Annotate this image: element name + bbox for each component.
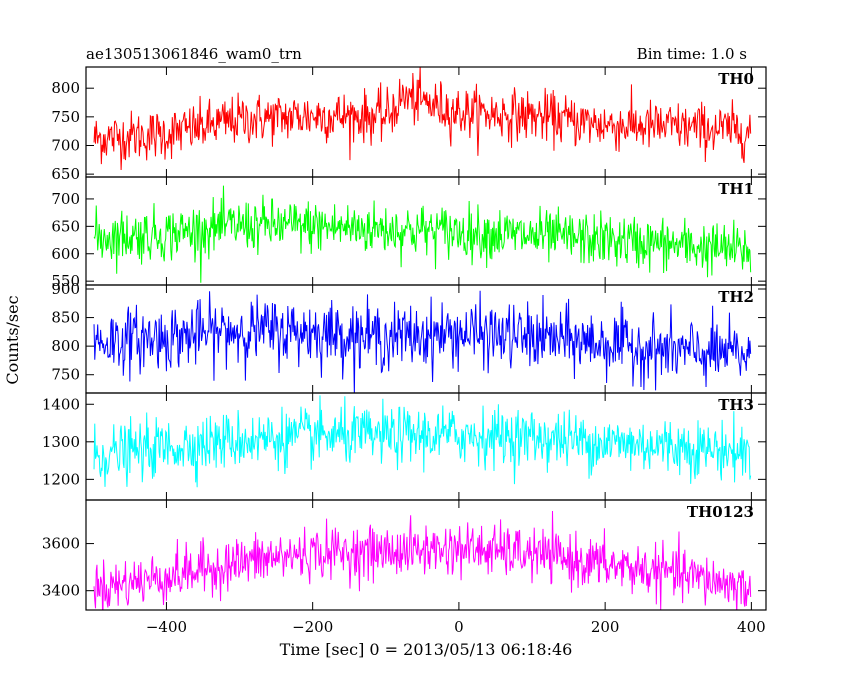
ytick-label-th2: 900 xyxy=(51,280,80,298)
ytick-label-th0123: 3400 xyxy=(42,582,80,600)
series-th3 xyxy=(93,395,752,488)
xtick-label: 0 xyxy=(454,618,464,636)
panel-label-th0123: TH0123 xyxy=(687,503,754,521)
y-axis-label: Counts/sec xyxy=(3,295,22,384)
ytick-label-th0: 800 xyxy=(51,79,80,97)
ytick-label-th1: 700 xyxy=(51,190,80,208)
panel-label-th2: TH2 xyxy=(718,288,754,306)
series-th1 xyxy=(93,185,752,283)
xtick-label: 200 xyxy=(591,618,620,636)
series-th0 xyxy=(93,67,752,170)
panel-label-th1: TH1 xyxy=(718,180,754,198)
panel-label-th3: TH3 xyxy=(718,396,754,414)
chart-title: ae130513061846_wam0_trn xyxy=(86,45,302,63)
panel-label-th0: TH0 xyxy=(718,70,754,88)
xtick-label: −200 xyxy=(292,618,333,636)
ytick-label-th3: 1300 xyxy=(42,433,80,451)
ytick-label-th2: 800 xyxy=(51,337,80,355)
ytick-label-th2: 750 xyxy=(51,366,80,384)
ytick-label-th1: 600 xyxy=(51,245,80,263)
ytick-label-th0123: 3600 xyxy=(42,535,80,553)
ytick-label-th2: 850 xyxy=(51,309,80,327)
xtick-label: −400 xyxy=(146,618,187,636)
ytick-label-th0: 700 xyxy=(51,136,80,154)
bin-time-label: Bin time: 1.0 s xyxy=(636,45,747,63)
panel-frame-th0123 xyxy=(85,499,767,611)
ytick-label-th0: 750 xyxy=(51,108,80,126)
ytick-label-th0: 650 xyxy=(51,165,80,183)
x-axis-label: Time [sec] 0 = 2013/05/13 06:18:46 xyxy=(280,640,573,659)
ytick-label-th3: 1400 xyxy=(42,395,80,413)
ytick-label-th3: 1200 xyxy=(42,470,80,488)
series-th2 xyxy=(93,290,752,393)
series-th0123 xyxy=(93,510,752,610)
ytick-label-th1: 650 xyxy=(51,217,80,235)
xtick-label: 400 xyxy=(737,618,766,636)
ytick-label-th1: 550 xyxy=(51,272,80,290)
